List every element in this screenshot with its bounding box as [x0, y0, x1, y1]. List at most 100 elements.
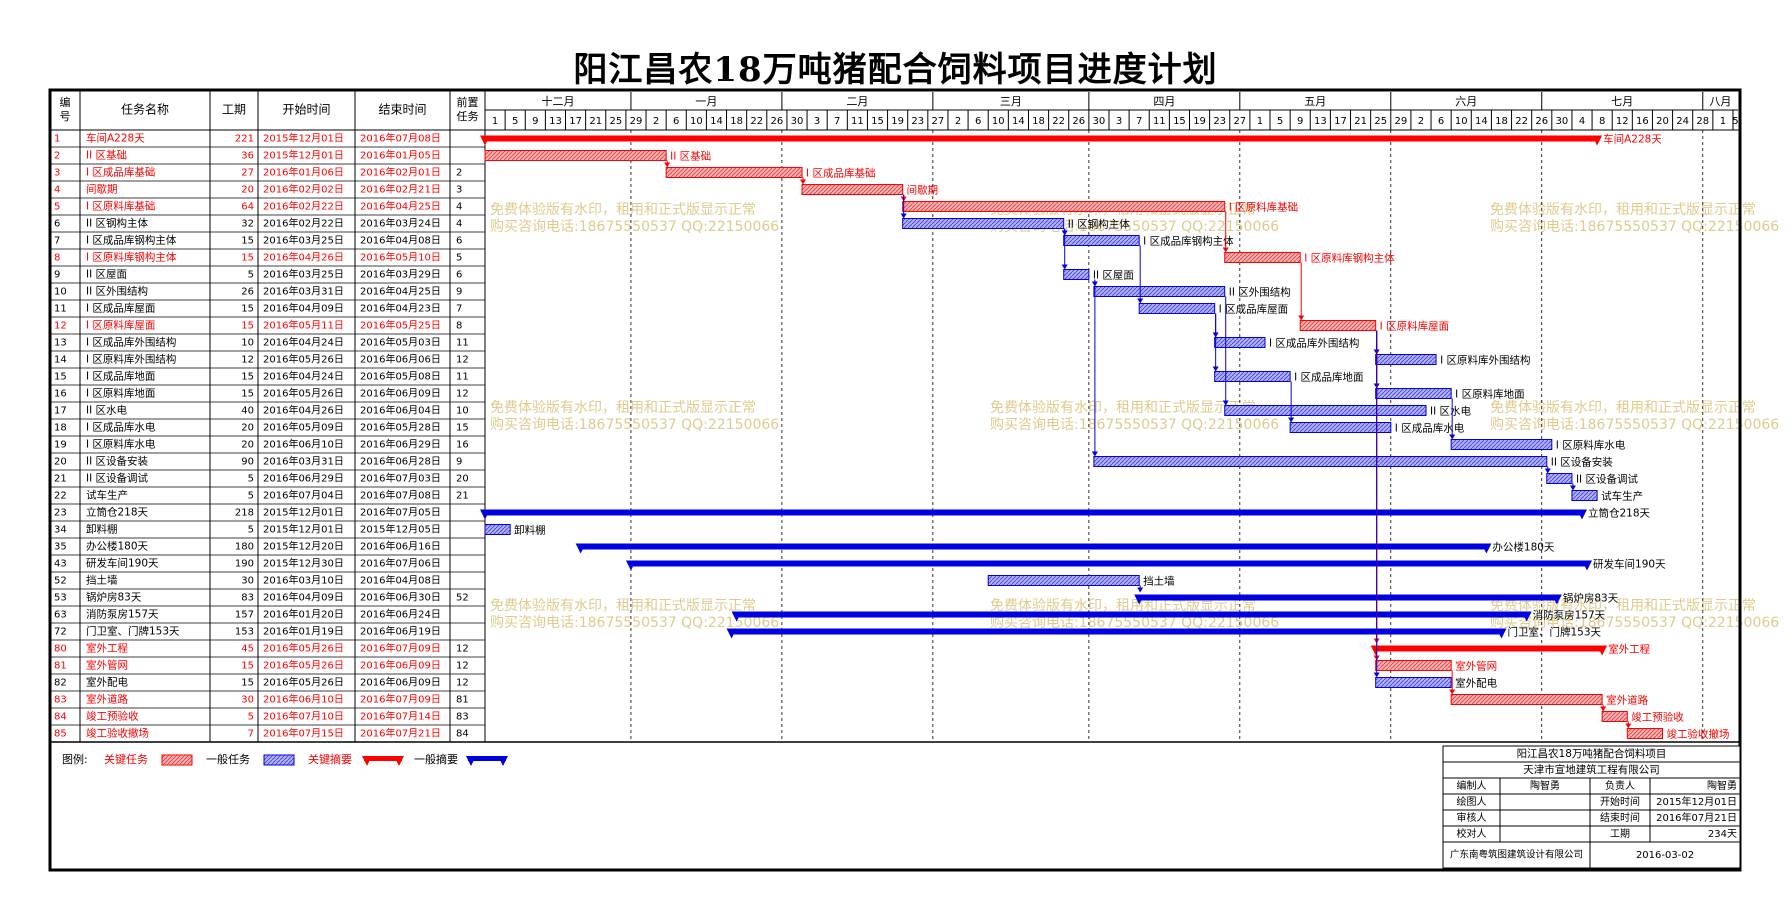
task-name: 室外配电 [86, 676, 128, 689]
day-tick-label: 6 [975, 116, 981, 127]
task-bar-label: I 区成品库基础 [806, 167, 875, 180]
task-predecessor: 8 [456, 321, 462, 332]
task-bar [1450, 439, 1553, 450]
legend-normal-summary-cap [466, 756, 476, 766]
task-duration: 45 [241, 644, 254, 655]
summary-bar-start-cap [726, 628, 737, 639]
task-end: 2016年05月28日 [360, 421, 441, 434]
day-tick-label: 17 [1334, 116, 1347, 127]
summary-bar [731, 628, 1502, 635]
task-end: 2016年02月01日 [360, 166, 441, 179]
task-duration: 221 [235, 134, 254, 145]
legend-normal-task-swatch [263, 754, 295, 766]
task-id: 5 [54, 202, 60, 213]
summary-bar-end-cap [1592, 135, 1603, 146]
day-tick-label: 10 [690, 116, 703, 127]
title-block-project: 阳江昌农18万吨猪配合饲料项目 [1517, 747, 1667, 760]
summary-bar-end-cap [1582, 560, 1593, 571]
task-start: 2016年05月26日 [263, 353, 344, 366]
task-start: 2016年04月26日 [263, 404, 344, 417]
day-tick-label: 19 [1193, 116, 1206, 127]
task-bar-label: I 区原料库地面 [1455, 388, 1524, 401]
day-tick-label: 25 [609, 116, 622, 127]
task-duration: 5 [248, 270, 254, 281]
task-end: 2016年07月09日 [360, 642, 441, 655]
task-id: 8 [54, 253, 60, 264]
task-name: 锅炉房83天 [86, 591, 142, 604]
task-id: 19 [54, 440, 67, 451]
task-bar [1093, 286, 1226, 297]
day-tick-label: 20 [1656, 116, 1669, 127]
column-header-end: 结束时间 [378, 103, 426, 117]
task-end: 2016年04月08日 [360, 234, 441, 247]
task-duration: 36 [241, 151, 254, 162]
column-header-name: 任务名称 [121, 102, 169, 117]
day-tick-label: 13 [1314, 116, 1327, 127]
day-tick-label: 28 [1696, 116, 1709, 127]
task-id: 84 [54, 712, 67, 723]
dependency-arrowhead [800, 179, 807, 185]
summary-bar-start-cap [575, 543, 586, 554]
task-id: 23 [54, 508, 67, 519]
task-start: 2016年05月26日 [263, 387, 344, 400]
task-start: 2016年06月10日 [263, 693, 344, 706]
column-header-id-char: 号 [60, 110, 71, 123]
task-start: 2016年04月09日 [263, 302, 344, 315]
task-id: 16 [54, 389, 67, 400]
task-duration: 15 [241, 372, 254, 383]
task-duration: 30 [241, 695, 254, 706]
task-name: II 区水电 [86, 404, 128, 417]
summary-bar [1139, 594, 1557, 601]
task-duration: 5 [248, 712, 254, 723]
task-duration: 15 [241, 253, 254, 264]
dependency-arrowhead [1373, 672, 1380, 678]
legend-prefix: 图例: [62, 752, 88, 766]
title-block-designer: 广东南粤筑图建筑设计有限公司 [1450, 849, 1583, 861]
task-predecessor: 5 [456, 253, 462, 264]
day-tick-label: 2 [653, 116, 659, 127]
task-bar-label: I 区原料库基础 [1229, 201, 1298, 214]
day-tick-label: 1 [1257, 116, 1263, 127]
dependency-arrowhead [1569, 485, 1576, 491]
day-tick-label: 1 [1720, 116, 1726, 127]
task-start: 2016年02月02日 [263, 183, 344, 196]
task-id: 14 [54, 355, 67, 366]
task-predecessor: 16 [456, 440, 469, 451]
task-end: 2015年12月05日 [360, 523, 441, 536]
task-name: I 区成品库外围结构 [86, 336, 176, 349]
column-header-predecessor-part: 前置 [457, 95, 479, 109]
task-id: 6 [54, 219, 60, 230]
day-tick-label: 15 [871, 116, 884, 127]
task-id: 43 [54, 559, 67, 570]
day-tick-label: 6 [673, 116, 679, 127]
task-name: II 区设备调试 [86, 472, 149, 485]
day-tick-label: 10 [1455, 116, 1468, 127]
day-tick-label: 16 [1636, 116, 1649, 127]
column-header-id-char: 编 [60, 95, 71, 109]
summary-bar-start-cap [480, 509, 490, 520]
legend-normal-summary-cap [498, 756, 508, 766]
task-bar-label: II 区外围结构 [1229, 286, 1291, 299]
dependency-arrowhead [1298, 315, 1305, 321]
task-start: 2016年05月26日 [263, 676, 344, 689]
task-duration: 5 [248, 491, 254, 502]
day-tick-label: 3 [814, 116, 820, 127]
task-bar [1375, 354, 1437, 365]
task-bar-label: I 区成品库钢构主体 [1143, 235, 1234, 248]
task-id: 2 [54, 151, 60, 162]
task-bar-label: 研发车间190天 [1593, 558, 1666, 571]
task-name: 室外管网 [86, 659, 128, 672]
summary-bar-start-cap [1134, 594, 1145, 605]
day-tick-label: 11 [851, 116, 864, 127]
task-bar-label: I 区成品库地面 [1294, 371, 1363, 384]
task-end: 2016年03月24日 [360, 217, 441, 230]
day-tick-label: 10 [992, 116, 1005, 127]
day-tick-label: 14 [1012, 116, 1025, 127]
task-bar-label: 办公楼180天 [1492, 541, 1555, 554]
day-tick-label: 14 [710, 116, 723, 127]
task-name: 挡土墙 [86, 574, 118, 587]
task-id: 83 [54, 695, 67, 706]
task-duration: 218 [235, 508, 254, 519]
task-start: 2015年12月01日 [263, 132, 344, 145]
task-start: 2016年06月29日 [263, 472, 344, 485]
